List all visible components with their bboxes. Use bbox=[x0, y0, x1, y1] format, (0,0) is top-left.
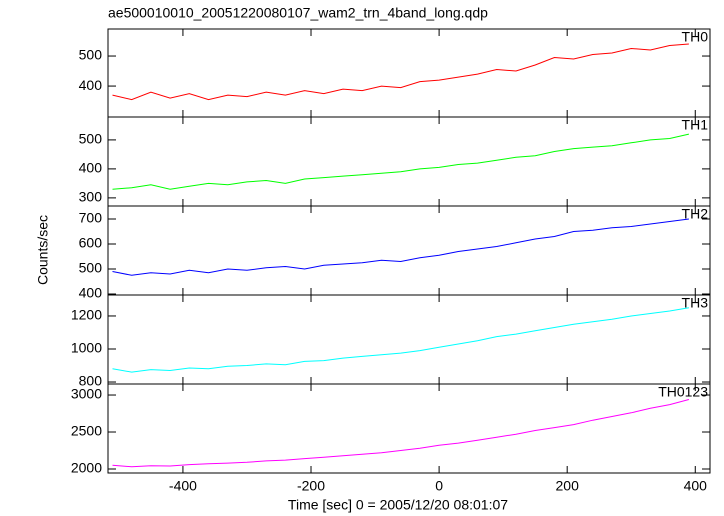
x-axis-label: Time [sec] 0 = 2005/12/20 08:01:07 bbox=[288, 497, 508, 513]
panel-label: TH3 bbox=[682, 295, 709, 311]
x-tick-label: 400 bbox=[684, 478, 708, 494]
y-tick-label: 1200 bbox=[71, 307, 102, 323]
x-tick-label: -200 bbox=[297, 478, 325, 494]
y-tick-label: 300 bbox=[79, 189, 103, 205]
y-axis-label: Counts/sec bbox=[35, 215, 51, 285]
y-tick-label: 400 bbox=[79, 77, 103, 93]
panel-label: TH2 bbox=[682, 206, 709, 222]
y-tick-label: 1000 bbox=[71, 340, 102, 356]
y-tick-label: 500 bbox=[79, 260, 103, 276]
y-tick-label: 500 bbox=[79, 131, 103, 147]
series-line bbox=[112, 43, 689, 101]
y-tick-label: 800 bbox=[79, 373, 103, 389]
y-tick-label: 400 bbox=[79, 160, 103, 176]
panel-frame bbox=[107, 28, 711, 118]
panel-label: TH1 bbox=[682, 117, 709, 133]
series-line bbox=[112, 307, 689, 373]
series-line bbox=[112, 218, 689, 276]
y-tick-label: 2500 bbox=[71, 423, 102, 439]
y-tick-label: 500 bbox=[79, 47, 103, 63]
panel-frame bbox=[107, 205, 711, 296]
y-tick-label: 400 bbox=[79, 285, 103, 301]
panel-frame bbox=[107, 383, 711, 474]
y-tick-label: 2000 bbox=[71, 460, 102, 476]
y-tick-label: 600 bbox=[79, 235, 103, 251]
series-line bbox=[112, 133, 690, 190]
series-line bbox=[112, 399, 690, 468]
x-tick-label: 200 bbox=[556, 478, 580, 494]
y-tick-label: 700 bbox=[79, 210, 103, 226]
panel-label: TH0123 bbox=[658, 384, 708, 400]
y-tick-label: 3000 bbox=[71, 386, 102, 402]
panel-frame bbox=[107, 294, 711, 385]
x-tick-label: 0 bbox=[435, 478, 443, 494]
panel-label: TH0 bbox=[682, 29, 709, 45]
x-tick-label: -400 bbox=[169, 478, 197, 494]
panel-frame bbox=[107, 116, 711, 207]
chart-title: ae500010010_20051220080107_wam2_trn_4ban… bbox=[108, 5, 488, 21]
